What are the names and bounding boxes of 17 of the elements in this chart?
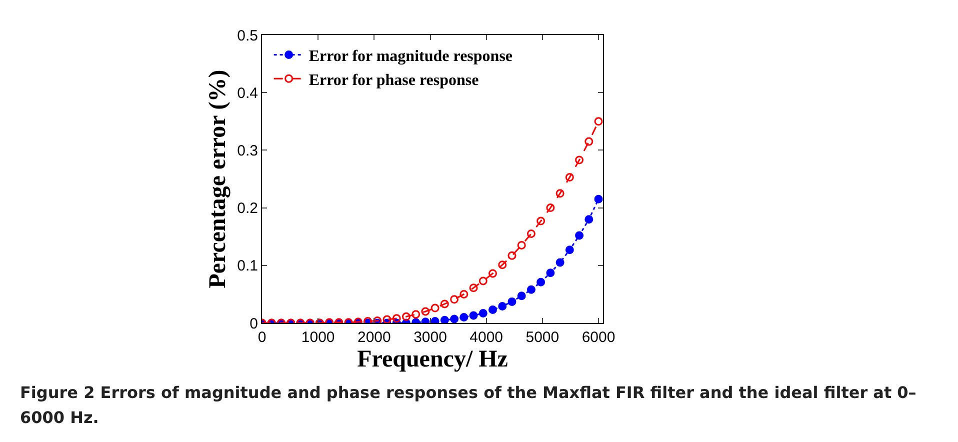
caption: Figure 2 Errors of magnitude and phase responses of the Maxflat FIR filter and the ideal filter at 0–6000 Hz. xyxy=(20,382,918,429)
x-tick-label: 6000 xyxy=(582,329,616,346)
x-tick-label: 3000 xyxy=(414,329,447,346)
y-tick-label: 0.5 xyxy=(237,27,258,44)
y-axis-title: Percentage error (%) xyxy=(205,70,232,288)
legend-label: Error for phase response xyxy=(308,72,479,89)
y-tick-label: 0.3 xyxy=(237,142,258,160)
y-tick-label: 0.2 xyxy=(237,200,258,218)
y-tick-label: 0.1 xyxy=(237,258,258,275)
y-tick-label: 0.4 xyxy=(237,84,258,102)
x-tick-label: 5000 xyxy=(526,329,560,346)
x-axis-title: Frequency/ Hz xyxy=(357,346,508,372)
y-tick-label: 0 xyxy=(250,315,258,332)
x-tick-label: 2000 xyxy=(357,329,391,346)
x-tick-label: 1000 xyxy=(301,329,335,346)
legend-label: Error for magnitude response xyxy=(308,48,513,66)
x-tick-label: 4000 xyxy=(470,329,504,346)
